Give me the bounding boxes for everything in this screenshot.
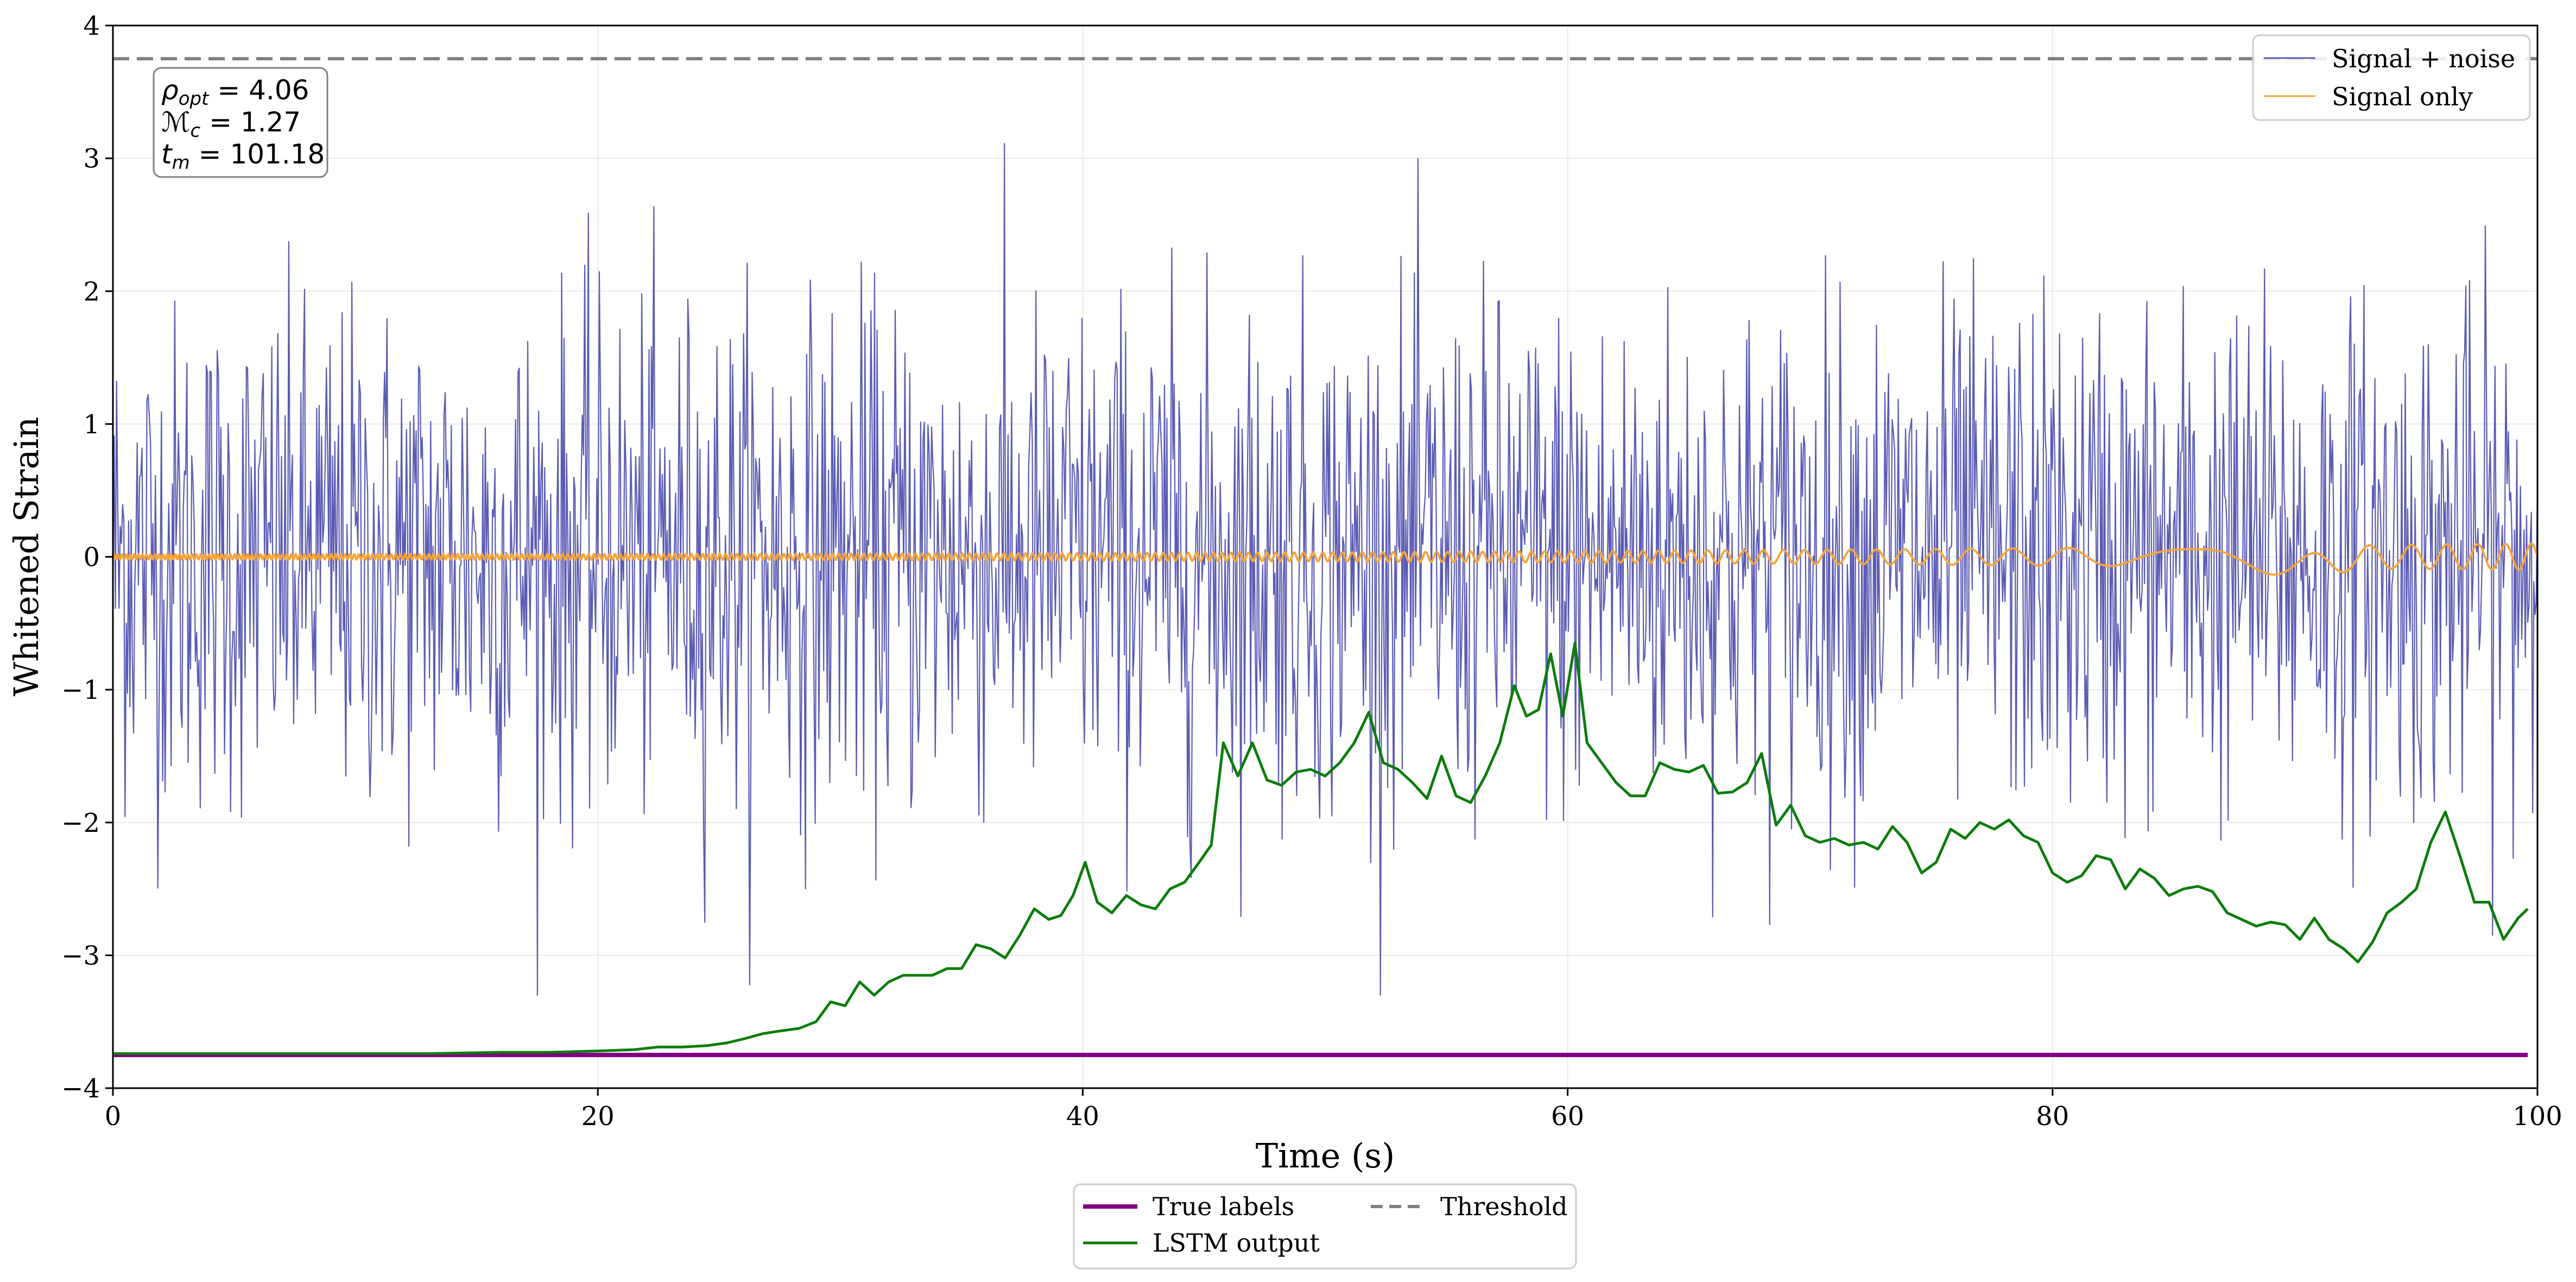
y-tick-label: 0 <box>83 542 100 573</box>
y-tick-label: −2 <box>61 808 100 838</box>
legend-upper: Signal + noise Signal only <box>2252 34 2531 121</box>
x-tick-label: 20 <box>581 1101 615 1132</box>
annotation-rho: ρopt = 4.06 <box>161 74 309 110</box>
y-tick-label: −4 <box>61 1073 100 1104</box>
x-tick-label: 0 <box>105 1101 122 1132</box>
signal-plus-noise-series <box>113 143 2537 996</box>
y-tick-label: 3 <box>83 144 100 174</box>
annotation-rho-value: = 4.06 <box>208 74 309 106</box>
legend-lower-box <box>1073 1183 1577 1270</box>
annotation-mc-subscript: c <box>190 120 200 142</box>
legend-upper-box <box>2252 34 2531 121</box>
x-axis-ticks: 0 20 40 60 80 100 <box>105 1088 2562 1132</box>
signal-only-series <box>113 542 2537 576</box>
plot-area <box>113 57 2537 1057</box>
parameter-annotation: ρopt = 4.06 ℳc = 1.27 tm = 101.18 <box>153 67 328 178</box>
legend-lstm-label: LSTM output <box>1153 1228 1320 1258</box>
annotation-box <box>153 67 328 178</box>
annotation-rho-subscript: opt <box>179 88 210 110</box>
y-tick-label: 2 <box>83 276 100 307</box>
y-tick-label: 1 <box>83 409 100 440</box>
y-axis-label: Whitened Strain <box>7 417 46 697</box>
annotation-chirp-mass: ℳc = 1.27 <box>161 106 301 142</box>
x-axis-label: Time (s) <box>1256 1136 1395 1176</box>
legend-true-labels-label: True labels <box>1153 1192 1294 1221</box>
y-tick-label: −3 <box>61 940 100 971</box>
x-tick-label: 100 <box>2512 1101 2562 1132</box>
y-axis-ticks: −4 −3 −2 −1 0 1 2 3 4 <box>61 11 113 1104</box>
y-tick-label: 4 <box>83 11 100 41</box>
annotation-merger-time: tm = 101.18 <box>161 138 325 174</box>
y-tick-label: −1 <box>61 675 100 705</box>
x-tick-label: 60 <box>1551 1101 1584 1132</box>
annotation-mc-symbol: ℳ <box>161 106 190 138</box>
x-tick-label: 40 <box>1066 1101 1099 1132</box>
lstm-output-series <box>113 642 2529 1055</box>
legend-lower: True labels LSTM output Threshold <box>1073 1183 1577 1270</box>
legend-signal-only-label: Signal only <box>2332 82 2473 111</box>
x-tick-label: 80 <box>2036 1101 2069 1132</box>
annotation-rho-symbol: ρ <box>161 74 179 106</box>
annotation-tm-value: = 101.18 <box>190 138 325 170</box>
legend-signal-noise-label: Signal + noise <box>2332 44 2515 73</box>
annotation-tm-symbol: t <box>161 138 173 170</box>
annotation-tm-subscript: m <box>172 152 190 174</box>
annotation-mc-value: = 1.27 <box>200 106 301 138</box>
legend-threshold-label: Threshold <box>1440 1192 1568 1221</box>
